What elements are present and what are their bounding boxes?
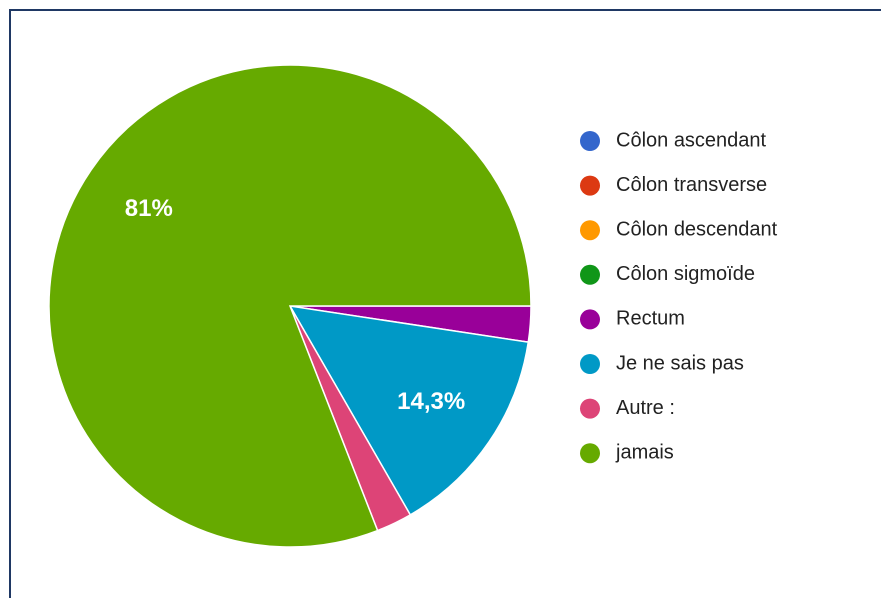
pie-slice <box>48 64 532 548</box>
pie-slice <box>288 305 530 516</box>
legend-swatch <box>580 220 600 241</box>
legend-label: Côlon sigmoïde <box>616 263 755 285</box>
legend-swatch <box>580 131 600 151</box>
legend-swatch <box>580 354 600 374</box>
legend-swatch <box>580 398 600 419</box>
legend-label: Je ne sais pas <box>616 352 744 374</box>
legend-label: jamais <box>615 441 674 463</box>
slice-label: 81% <box>125 195 173 222</box>
legend-label: Rectum <box>616 308 685 330</box>
legend-swatch <box>580 175 600 196</box>
legend-swatch <box>580 264 600 285</box>
legend-label: Côlon transverse <box>616 174 767 196</box>
legend-label: Côlon ascendant <box>616 129 767 151</box>
legend-label: Côlon descendant <box>616 218 778 240</box>
legend-swatch <box>580 309 600 330</box>
legend-swatch <box>580 443 600 464</box>
slice-label: 14,3% <box>397 388 465 415</box>
legend-label: Autre : <box>616 397 675 419</box>
